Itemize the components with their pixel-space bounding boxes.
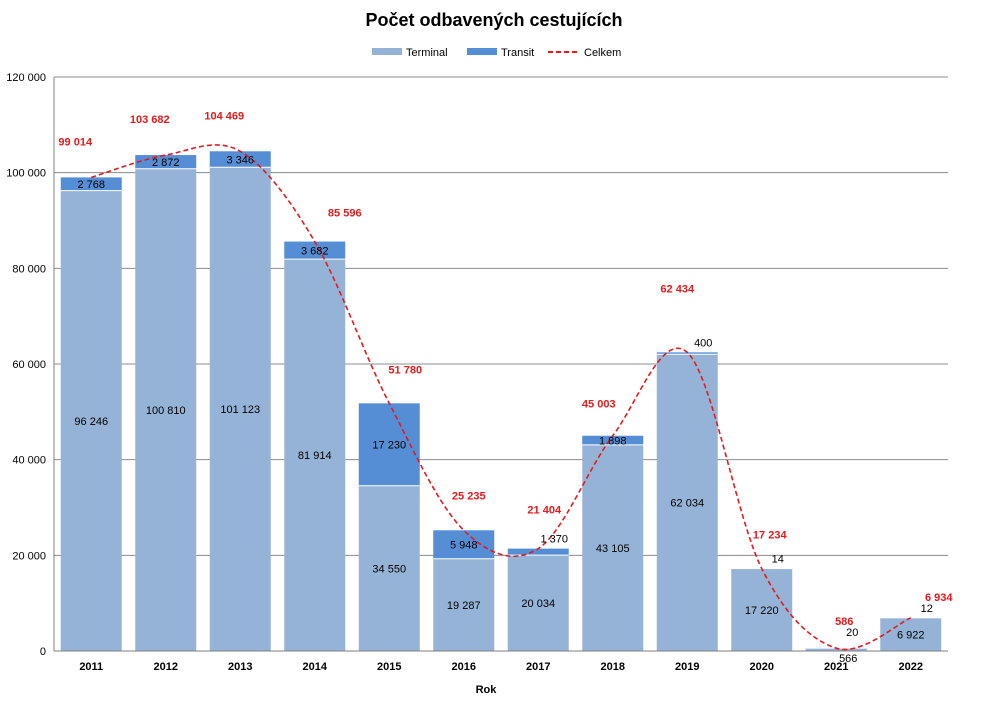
celkem-value-label: 104 469 [204,110,244,122]
bar-transit [507,548,569,556]
y-tick-label: 60 000 [12,359,46,371]
celkem-value-label: 6 934 [925,592,953,604]
bar-transit [209,151,271,168]
x-tick-label: 2019 [675,661,699,673]
celkem-value-label: 21 404 [527,505,562,517]
gridlines [54,76,948,556]
transit-value-label: 2 768 [77,179,105,191]
celkem-line [91,144,912,651]
bars [60,151,942,652]
bar-terminal [507,555,569,651]
y-tick-label: 100 000 [6,168,46,180]
legend: Terminal Transit Celkem [372,47,621,59]
x-tick-label: 2011 [79,661,103,673]
transit-value-label: 400 [694,337,712,349]
bar-terminal [209,167,271,651]
celkem-value-label: 17 234 [753,530,788,542]
terminal-value-label: 96 246 [74,416,108,428]
terminal-value-label: 43 105 [596,543,630,555]
celkem-value-label: 62 434 [660,283,695,295]
transit-value-label: 12 [921,603,933,615]
transit-value-label: 17 230 [372,440,406,452]
y-axis: 0 20 000 40 000 60 000 80 000 100 000 120 000 [6,72,55,658]
bar-transit [433,530,495,559]
x-tick-label: 2015 [377,661,401,673]
celkem-value-label: 586 [835,616,853,628]
bar-terminal [60,190,122,652]
transit-value-label: 3 682 [301,245,329,257]
bar-terminal [284,259,346,651]
terminal-value-label: 62 034 [670,498,704,510]
celkem-value-label: 45 003 [582,399,616,411]
transit-value-label: 20 [846,627,858,639]
y-tick-label: 0 [40,646,46,658]
x-tick-label: 2014 [303,661,328,673]
bar-terminal [731,568,793,651]
y-tick-label: 80 000 [12,263,46,275]
x-tick-label: 2013 [228,661,252,673]
legend-swatch-terminal [372,48,402,55]
bar-terminal [656,354,718,651]
celkem-value-label: 99 014 [58,136,93,148]
celkem-value-label: 25 235 [452,490,486,502]
terminal-value-label: 19 287 [447,600,481,612]
total-line [91,144,912,651]
bar-transit [284,241,346,260]
bar-terminal [805,648,867,651]
data-labels: 96 246 2 768 100 810 2 872 101 123 3 346 81 91… [58,110,953,665]
x-tick-label: 2017 [526,661,550,673]
terminal-value-label: 101 123 [220,404,260,416]
bar-transit [135,155,197,169]
legend-swatch-transit [467,48,497,55]
x-tick-label: 2016 [452,661,476,673]
transit-value-label: 3 346 [226,154,254,166]
x-tick-label: 2020 [750,661,774,673]
terminal-value-label: 20 034 [521,598,555,610]
bar-transit [60,177,122,191]
bar-terminal [433,558,495,651]
celkem-value-label: 51 780 [388,364,422,376]
bar-terminal [582,444,644,651]
transit-value-label: 5 948 [450,540,478,552]
bar-terminal [358,485,420,651]
transit-value-label: 1 370 [540,534,568,546]
y-tick-label: 20 000 [12,550,46,562]
x-axis: 2011 2012 2013 2014 2015 2016 2017 2018 2019 2020… [54,650,948,673]
terminal-value-label: 17 220 [745,605,779,617]
bar-transit [582,435,644,445]
transit-value-label: 2 872 [152,157,180,169]
x-tick-label: 2018 [601,661,625,673]
celkem-value-label: 103 682 [130,114,170,126]
bar-terminal [135,168,197,651]
y-tick-label: 120 000 [6,72,46,84]
terminal-value-label: 100 810 [146,405,186,417]
celkem-value-label: 85 596 [328,208,362,220]
x-axis-label: Rok [476,684,498,696]
legend-label-celkem: Celkem [584,47,621,59]
x-tick-label: 2012 [154,661,178,673]
terminal-value-label: 34 550 [372,563,406,575]
legend-label-terminal: Terminal [406,47,448,59]
chart-title: Počet odbavených cestujících [365,10,622,30]
bar-terminal [880,617,942,651]
terminal-value-label: 81 914 [298,450,332,462]
y-tick-label: 40 000 [12,455,46,467]
legend-label-transit: Transit [501,47,534,59]
transit-value-label: 14 [772,554,784,566]
x-tick-label: 2022 [899,661,923,673]
terminal-value-label: 566 [839,653,857,665]
x-tick-label: 2021 [824,661,848,673]
transit-value-label: 1 898 [599,435,627,447]
terminal-value-label: 6 922 [897,629,925,641]
